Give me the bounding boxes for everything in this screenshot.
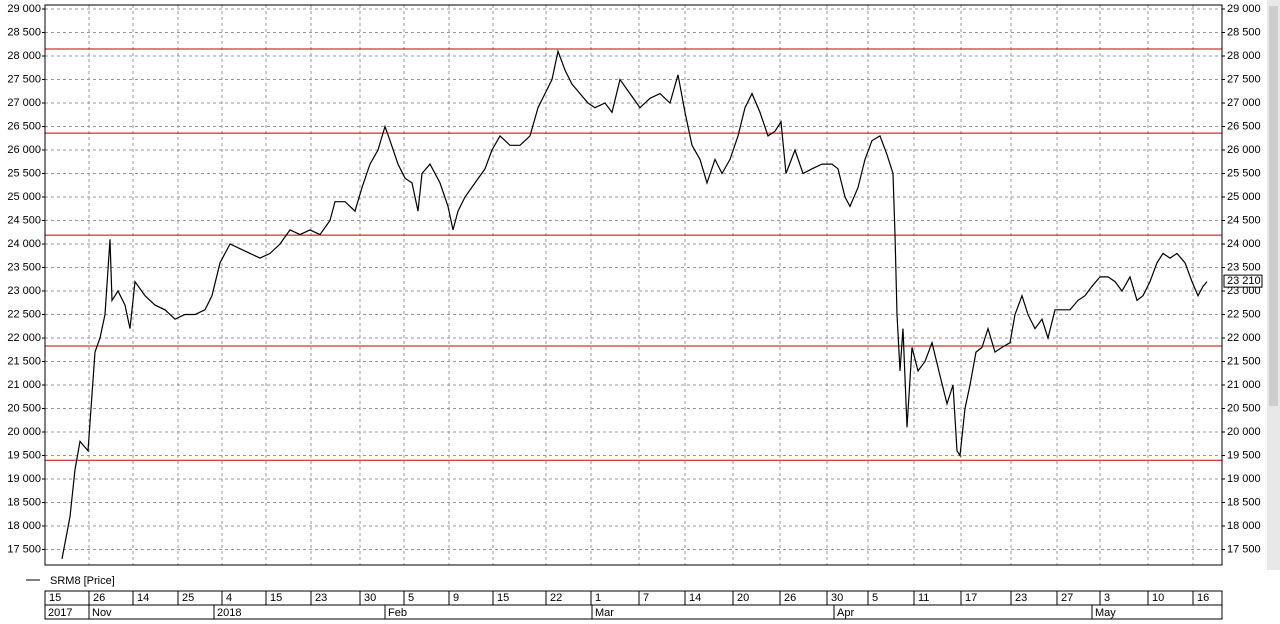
y2-tick-label: 28 000 (1227, 50, 1261, 62)
x-tick-label: 14 (137, 592, 149, 604)
month-label: Feb (388, 607, 407, 619)
y-tick-label: 18 500 (7, 496, 41, 508)
y2-tick-label: 20 500 (1227, 402, 1261, 414)
y-tick-label: 26 000 (7, 144, 41, 156)
x-tick-label: 14 (689, 592, 701, 604)
x-tick-label: 30 (364, 592, 376, 604)
y-tick-label: 19 500 (7, 449, 41, 461)
y-tick-label: 29 000 (7, 3, 41, 15)
x-tick-label: 10 (1152, 592, 1164, 604)
y2-tick-label: 21 500 (1227, 355, 1261, 367)
y-tick-label: 27 000 (7, 97, 41, 109)
x-tick-label: 1 (595, 592, 601, 604)
x-tick-label: 23 (1015, 592, 1027, 604)
y-tick-label: 21 000 (7, 379, 41, 391)
y-tick-label: 24 000 (7, 238, 41, 250)
y-tick-label: 25 000 (7, 191, 41, 203)
y-tick-label: 19 000 (7, 473, 41, 485)
x-tick-label: 17 (965, 592, 977, 604)
y-tick-label: 28 500 (7, 26, 41, 38)
y2-tick-label: 29 000 (1227, 3, 1261, 15)
y2-tick-label: 22 500 (1227, 308, 1261, 320)
x-tick-label: 15 (497, 592, 509, 604)
x-tick-label: 7 (643, 592, 649, 604)
y2-tick-label: 19 000 (1227, 473, 1261, 485)
y2-tick-label: 23 500 (1227, 261, 1261, 273)
y-tick-label: 28 000 (7, 50, 41, 62)
x-tick-label: 15 (270, 592, 282, 604)
plot-frame (44, 4, 1223, 566)
scrollbar-thumb[interactable] (1269, 6, 1278, 406)
legend-label: SRM8 [Price] (50, 575, 115, 587)
y-tick-label: 26 500 (7, 120, 41, 132)
y2-tick-label: 21 000 (1227, 379, 1261, 391)
y2-tick-label: 27 000 (1227, 97, 1261, 109)
x-tick-label: 26 (784, 592, 796, 604)
last-price-label: 23 210 (1227, 275, 1261, 287)
x-tick-label: 22 (550, 592, 562, 604)
last-price-box (1223, 274, 1263, 288)
y-tick-label: 22 500 (7, 308, 41, 320)
x-tick-label: 11 (918, 592, 929, 604)
y2-tick-label: 20 000 (1227, 426, 1261, 438)
y-tick-label: 20 000 (7, 426, 41, 438)
y2-tick-label: 28 500 (1227, 26, 1261, 38)
y-tick-label: 21 500 (7, 355, 41, 367)
x-tick-label: 3 (1104, 592, 1110, 604)
y2-tick-label: 22 000 (1227, 332, 1261, 344)
y-tick-label: 27 500 (7, 73, 41, 85)
y-tick-label: 23 500 (7, 261, 41, 273)
x-tick-label: 20 (737, 592, 749, 604)
y-tick-label: 20 500 (7, 402, 41, 414)
x-tick-label: 23 (315, 592, 327, 604)
y2-tick-label: 24 000 (1227, 238, 1261, 250)
month-label: May (1095, 607, 1116, 619)
y2-tick-label: 18 500 (1227, 496, 1261, 508)
month-label: 2018 (217, 607, 241, 619)
y2-tick-label: 27 500 (1227, 73, 1261, 85)
month-label: 2017 (48, 607, 72, 619)
y-tick-label: 18 000 (7, 520, 41, 532)
x-tick-label: 25 (182, 592, 194, 604)
y2-tick-label: 26 000 (1227, 144, 1261, 156)
y2-tick-label: 25 000 (1227, 191, 1261, 203)
y2-tick-label: 18 000 (1227, 520, 1261, 532)
y2-tick-label: 19 500 (1227, 449, 1261, 461)
y2-tick-label: 23 000 (1227, 285, 1261, 297)
month-label: Mar (595, 607, 614, 619)
month-label: Nov (92, 607, 112, 619)
x-tick-label: 16 (1197, 592, 1209, 604)
month-label: Apr (837, 607, 854, 619)
x-tick-label: 5 (872, 592, 878, 604)
x-tick-label: 27 (1061, 592, 1073, 604)
y2-tick-label: 24 500 (1227, 214, 1261, 226)
x-tick-label: 26 (93, 592, 105, 604)
y-tick-label: 17 500 (7, 543, 41, 555)
y-tick-label: 25 500 (7, 167, 41, 179)
x-tick-label: 30 (831, 592, 843, 604)
y-tick-label: 23 000 (7, 285, 41, 297)
x-tick-label: 9 (453, 592, 459, 604)
x-tick-label: 5 (408, 592, 414, 604)
y2-tick-label: 25 500 (1227, 167, 1261, 179)
y-tick-label: 24 500 (7, 214, 41, 226)
y2-tick-label: 26 500 (1227, 120, 1261, 132)
x-tick-label: 15 (49, 592, 61, 604)
price-line (61, 49, 1208, 560)
y-tick-label: 22 000 (7, 332, 41, 344)
x-tick-label: 4 (226, 592, 232, 604)
y2-tick-label: 17 500 (1227, 543, 1261, 555)
